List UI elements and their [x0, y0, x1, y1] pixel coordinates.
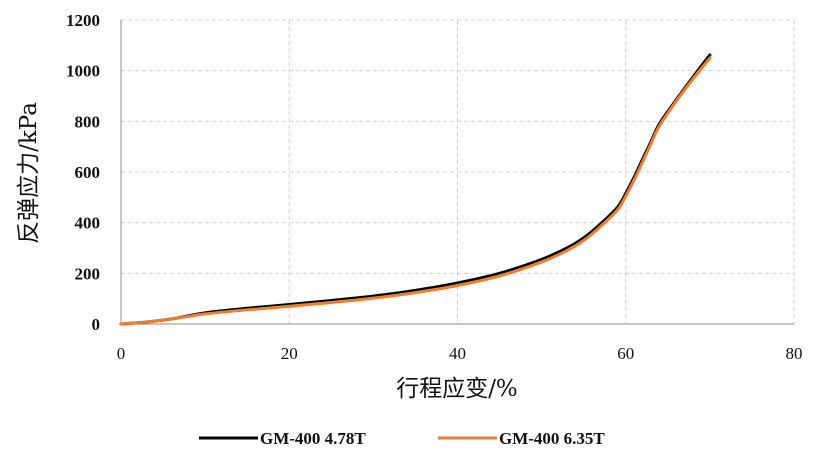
y-tick-label: 200 — [75, 264, 101, 283]
y-tick-label: 0 — [92, 315, 101, 334]
y-tick-label: 1000 — [66, 62, 100, 81]
y-tick-label: 400 — [75, 214, 101, 233]
x-tick-labels: 0 20 40 60 80 — [117, 344, 803, 363]
gridlines — [121, 19, 795, 324]
series-line-1 — [119, 53, 712, 326]
legend-label-1: GM-400 4.78T — [260, 429, 366, 448]
x-tick-label: 20 — [281, 344, 298, 363]
x-tick-label: 0 — [117, 344, 126, 363]
series-lines — [119, 53, 712, 326]
y-tick-label: 600 — [75, 163, 101, 182]
x-axis-title: 行程应变/% — [396, 376, 518, 402]
y-tick-label: 800 — [75, 112, 101, 131]
legend-label-2: GM-400 6.35T — [499, 429, 605, 448]
x-tick-label: 40 — [449, 344, 466, 363]
series-line-2 — [119, 56, 712, 326]
y-tick-labels: 0 200 400 600 800 1000 1200 — [66, 11, 100, 334]
x-tick-label: 60 — [617, 344, 634, 363]
legend: GM-400 4.78T GM-400 6.35T — [199, 429, 605, 448]
y-axis-title: 反弹应力/kPa — [16, 102, 42, 244]
y-tick-label: 1200 — [66, 11, 100, 30]
x-tick-label: 80 — [786, 344, 803, 363]
axes — [120, 20, 794, 325]
